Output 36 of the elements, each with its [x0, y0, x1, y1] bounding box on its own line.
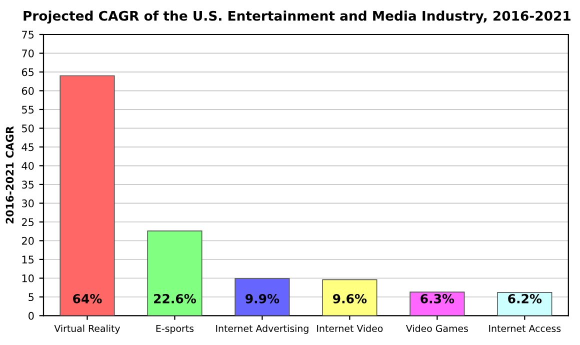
y-axis-title: 2016-2021 CAGR [6, 126, 14, 224]
x-tick-label: E-sports [156, 324, 194, 334]
data-label: 9.6% [333, 294, 367, 304]
y-tick-label: 45 [22, 143, 34, 152]
data-label: 64% [73, 294, 102, 304]
y-tick-label: 10 [22, 274, 34, 282]
x-tick-label: Internet Access [489, 324, 561, 332]
y-tick-label: 70 [22, 49, 34, 58]
y-tick-label: 60 [22, 86, 34, 95]
y-tick-label: 5 [28, 293, 34, 302]
data-label: 9.9% [246, 294, 280, 304]
y-tick-label: 65 [22, 68, 34, 76]
y-tick-label: 55 [22, 106, 34, 114]
bar [497, 292, 552, 316]
y-tick-label: 40 [22, 162, 34, 170]
y-tick-label: 15 [22, 256, 34, 264]
y-tick-label: 50 [22, 124, 34, 132]
y-tick-label: 30 [22, 199, 34, 208]
data-label: 6.3% [420, 294, 454, 304]
y-tick-label: 0 [28, 312, 34, 320]
bar [322, 279, 378, 316]
y-tick-label: 75 [22, 30, 34, 39]
bar [234, 278, 290, 316]
bar [410, 292, 465, 316]
x-tick-label: Virtual Reality [54, 324, 120, 334]
chart-title: Projected CAGR of the U.S. Entertainment and Media Industry, 2016-2021 [24, 10, 570, 24]
y-tick-label: 20 [22, 236, 34, 245]
x-tick-label: Internet Video [317, 324, 383, 332]
bar [147, 230, 202, 316]
data-label: 22.6% [154, 294, 196, 304]
x-tick-label: Internet Advertising [216, 324, 308, 334]
bar [60, 75, 115, 316]
data-label: 6.2% [508, 294, 542, 304]
y-tick-label: 35 [22, 180, 34, 189]
x-tick-label: Video Games [406, 324, 468, 332]
y-tick-label: 25 [22, 218, 34, 226]
